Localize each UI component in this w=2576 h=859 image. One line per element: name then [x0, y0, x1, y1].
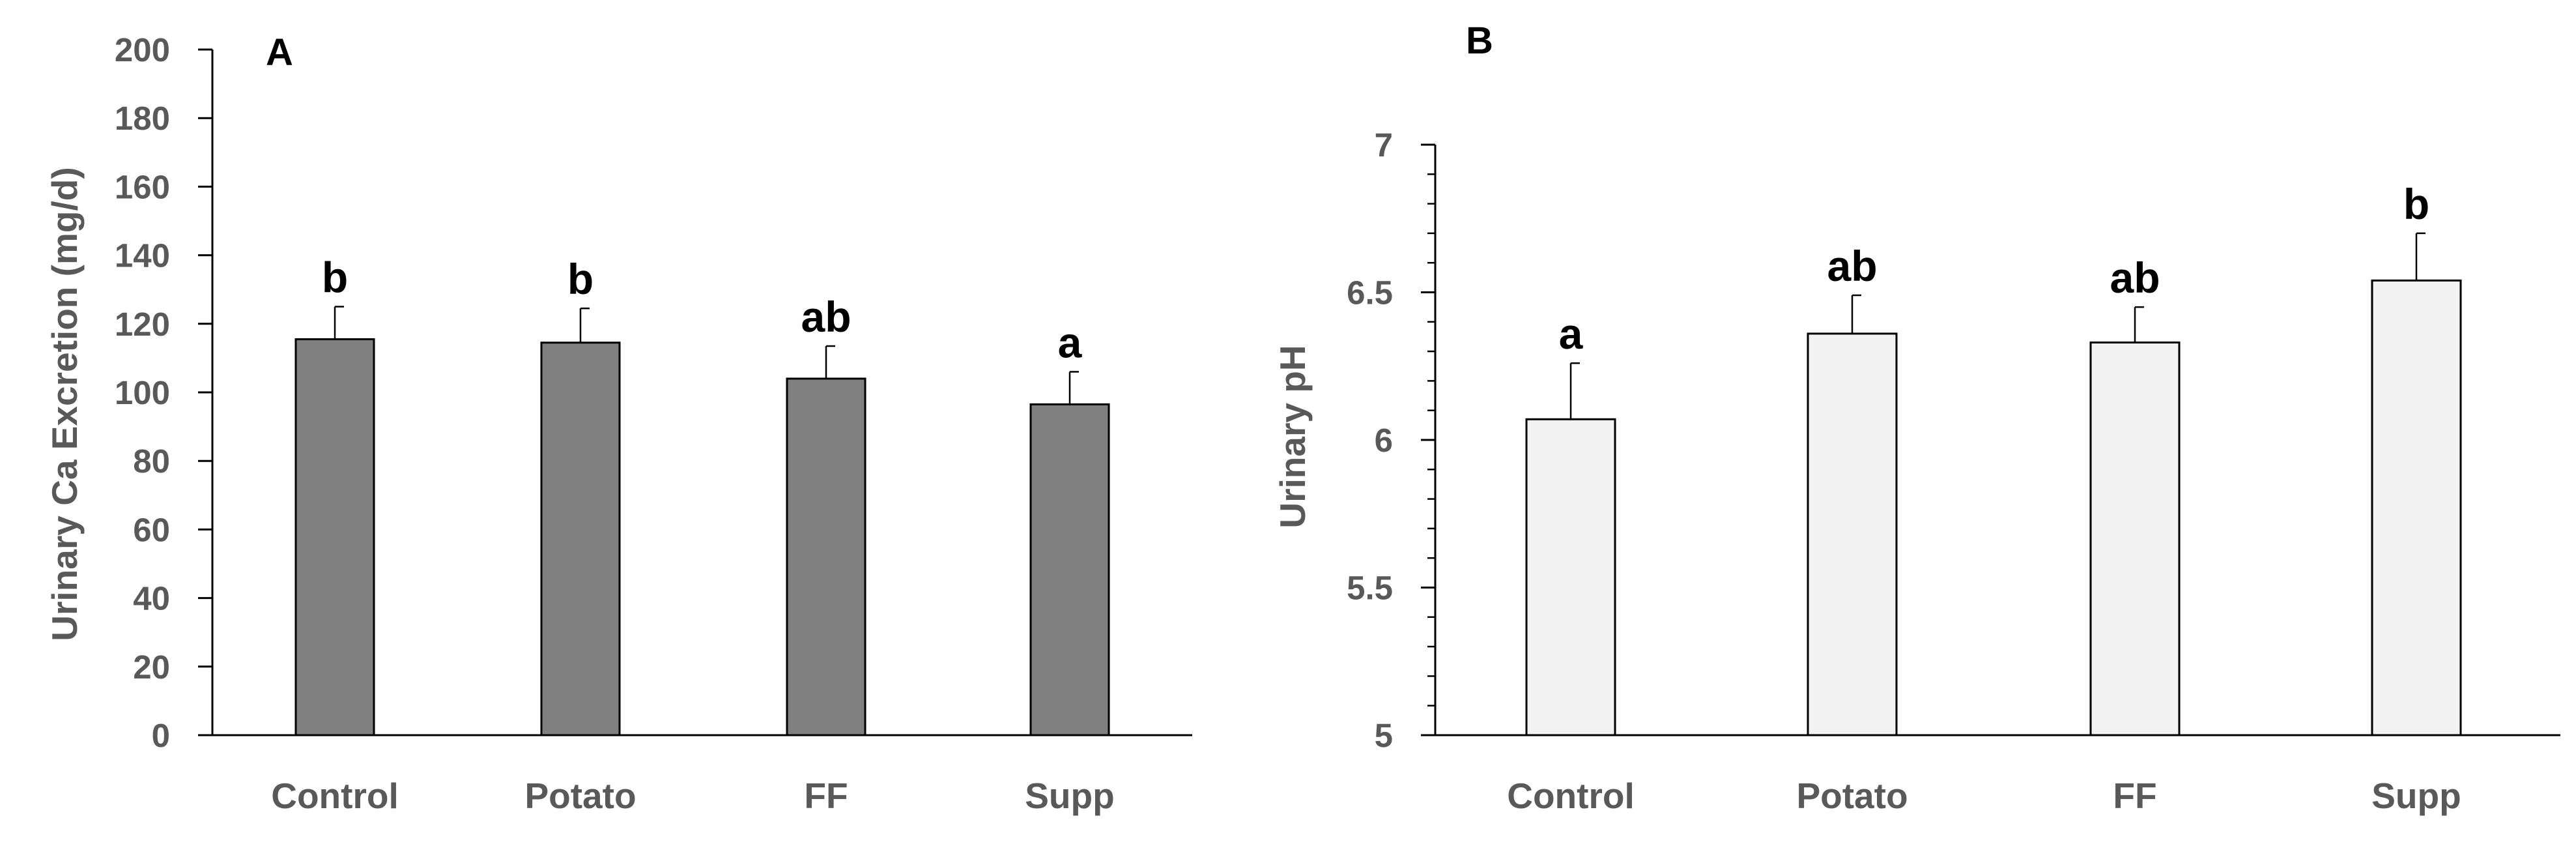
bar	[1807, 332, 1898, 736]
x-axis-labels-b: Control Potato FF Supp	[1507, 776, 2461, 816]
y-axis-ticks-b: 5 5.5 6 6.5 7	[1347, 126, 1435, 754]
y-axis-title-b: Urinary pH	[1272, 345, 1313, 528]
y-tick-label: 6	[1375, 422, 1393, 459]
y-axis-ticks-a: 0 20 40 60 80 100 120 140 160 180 200	[115, 31, 212, 754]
y-tick-label: 200	[115, 31, 170, 68]
x-tick-label: FF	[2113, 776, 2156, 816]
chart-b: B Urinary pH 5 5.5 6 6.5 7 a ab ab b Control Pot…	[1272, 20, 2560, 816]
panel-label-a: A	[266, 31, 293, 74]
panel-label-b: B	[1466, 20, 1493, 62]
y-tick-label: 180	[115, 100, 170, 137]
bar	[294, 338, 375, 736]
significance-label: a	[1559, 310, 1584, 358]
significance-label: b	[567, 255, 594, 303]
bar	[1525, 418, 1616, 736]
chart-a: A Urinary Ca Excretion (mg/d) 0 20 40 60 80 1…	[44, 31, 1192, 816]
y-tick-label: 140	[115, 237, 170, 274]
y-tick-label: 60	[133, 511, 170, 548]
y-tick-label: 80	[133, 443, 170, 480]
y-tick-label: 160	[115, 168, 170, 205]
x-tick-label: Potato	[524, 776, 636, 816]
bars-b: a ab ab b	[1525, 180, 2462, 736]
y-axis-title-a: Urinary Ca Excretion (mg/d)	[44, 167, 85, 641]
y-tick-label: 6.5	[1347, 274, 1393, 312]
bar	[2371, 279, 2462, 736]
significance-label: ab	[2110, 254, 2160, 302]
y-tick-label: 5.5	[1347, 570, 1393, 607]
bar	[1029, 403, 1110, 736]
bar	[786, 377, 866, 736]
x-tick-label: Control	[271, 776, 399, 816]
significance-label: b	[2403, 180, 2429, 228]
bars-a: b b ab a	[294, 254, 1110, 736]
y-tick-label: 0	[152, 717, 170, 754]
y-tick-label: 40	[133, 580, 170, 617]
x-tick-label: Supp	[1025, 776, 1114, 816]
x-tick-label: Control	[1507, 776, 1635, 816]
y-tick-label: 7	[1375, 126, 1393, 164]
x-tick-label: Potato	[1796, 776, 1908, 816]
bar	[2089, 342, 2181, 736]
bar	[540, 342, 621, 736]
y-tick-label: 5	[1375, 717, 1393, 754]
significance-label: ab	[801, 293, 851, 341]
y-tick-label: 20	[133, 648, 170, 686]
significance-label: a	[1058, 318, 1083, 366]
significance-label: ab	[1827, 242, 1877, 290]
x-tick-label: Supp	[2371, 776, 2461, 816]
x-axis-labels-a: Control Potato FF Supp	[271, 776, 1115, 816]
significance-label: b	[322, 254, 348, 302]
y-tick-label: 120	[115, 306, 170, 343]
x-tick-label: FF	[804, 776, 848, 816]
y-tick-label: 100	[115, 374, 170, 411]
